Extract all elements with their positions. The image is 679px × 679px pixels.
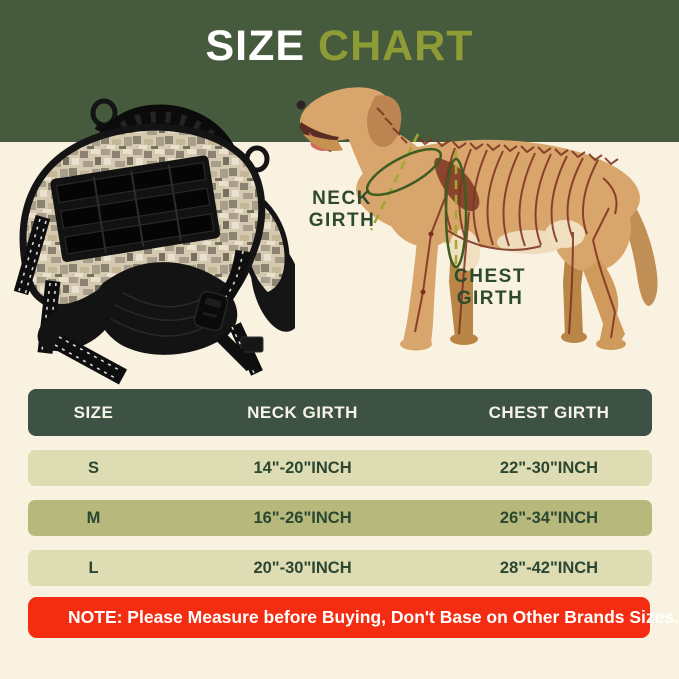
- buckle-icon: [193, 290, 229, 332]
- cell-neck: 14"-20"INCH: [253, 458, 352, 477]
- table-header-row: SIZE NECK GIRTH CHEST GIRTH: [28, 389, 652, 436]
- skeleton-overlay: [376, 107, 619, 339]
- header-chest-girth: CHEST GIRTH: [488, 402, 610, 422]
- camo-harness-image: [13, 98, 295, 385]
- neck-girth-label: NECK GIRTH: [308, 188, 376, 231]
- cell-neck: 16"-26"INCH: [253, 508, 352, 527]
- cell-chest: 26"-34"INCH: [499, 508, 599, 527]
- size-table: SIZE NECK GIRTH CHEST GIRTH S 14"-20"INC…: [28, 389, 652, 600]
- dog-measurement-diagram: [296, 87, 658, 351]
- page-title: SIZE CHART: [0, 25, 679, 68]
- cell-neck: 20"-30"INCH: [253, 558, 352, 577]
- table-row-l: L 20"-30"INCH 28"-42"INCH: [28, 550, 652, 586]
- cell-chest: 28"-42"INCH: [499, 558, 599, 577]
- header-size: SIZE: [73, 402, 114, 422]
- chest-girth-ring: [444, 157, 468, 269]
- title-chart-word: CHART: [318, 22, 474, 70]
- cell-size: M: [86, 508, 101, 527]
- molle-panel: [50, 155, 221, 262]
- cell-size: L: [88, 558, 99, 577]
- note-banner: NOTE: Please Measure before Buying, Don'…: [28, 597, 679, 638]
- cell-chest: 22"-30"INCH: [499, 458, 599, 477]
- note-text: NOTE: Please Measure before Buying, Don'…: [68, 607, 679, 627]
- chest-pad: [95, 265, 238, 355]
- neck-girth-ring: [365, 147, 443, 197]
- title-size-word: SIZE: [205, 22, 306, 70]
- neck-dash-line: [369, 133, 420, 231]
- chest-girth-label: CHEST GIRTH: [454, 266, 526, 309]
- table-row-s: S 14"-20"INCH 22"-30"INCH: [28, 450, 652, 486]
- header-neck-girth: NECK GIRTH: [247, 402, 358, 422]
- table-row-m: M 16"-26"INCH 26"-34"INCH: [28, 500, 652, 536]
- cell-size: S: [88, 458, 100, 477]
